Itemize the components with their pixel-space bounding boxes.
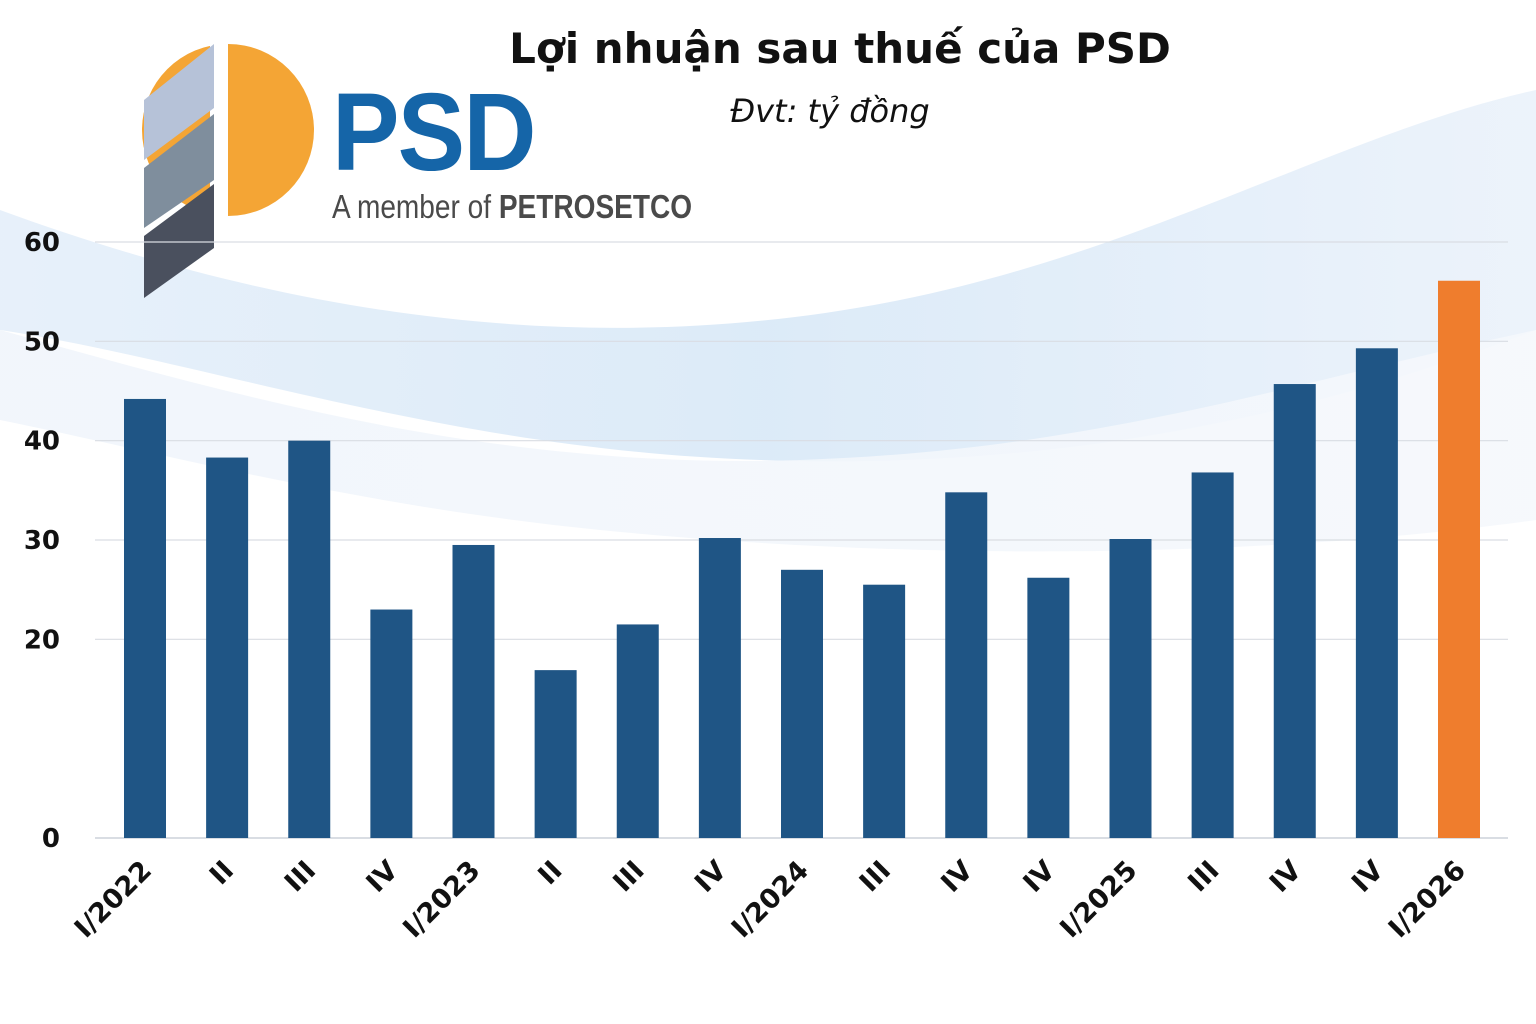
bar [370, 609, 413, 838]
logo-wordmark: PSD [332, 71, 536, 194]
x-tick-label: I/2023 [397, 855, 486, 944]
chart-title: Lợi nhuận sau thuế của PSD [509, 24, 1171, 73]
x-tick-label: IV [689, 855, 733, 899]
chart-subtitle: Đvt: tỷ đồng [730, 92, 930, 130]
bar [698, 538, 741, 838]
y-tick-label: 30 [24, 526, 60, 556]
y-tick-label: 20 [24, 625, 60, 655]
bar [863, 584, 906, 838]
y-tick-label: 60 [24, 228, 60, 258]
logo-tagline: A member of PETROSETCO [332, 190, 692, 223]
psd-logo-mark [142, 40, 314, 298]
y-axis-ticks: 0 20 30 40 50 60 [24, 228, 60, 854]
x-tick-label: I/2025 [1054, 855, 1143, 944]
bar [124, 398, 166, 838]
x-tick-label: IV [1264, 855, 1308, 899]
x-tick-label: IV [1018, 855, 1062, 899]
bar [781, 569, 823, 838]
x-tick-label: III [607, 855, 650, 898]
bar [945, 492, 988, 838]
x-axis-ticks: I/2022 II III IVI/2023 II III IVI/2024 III IV IVI… [69, 855, 1472, 944]
x-tick-label: III [279, 855, 322, 898]
y-tick-label: 0 [42, 824, 60, 854]
bar [534, 670, 577, 838]
x-tick-label: IV [935, 855, 979, 899]
x-tick-label: III [854, 855, 897, 898]
y-tick-label: 50 [24, 327, 60, 357]
logo-tagline-prefix: A member of [332, 188, 492, 225]
bar-highlight [1438, 280, 1480, 838]
bar [1027, 577, 1070, 838]
x-tick-label: IV [1346, 855, 1390, 899]
x-tick-label: II [204, 855, 240, 891]
y-tick-label: 40 [24, 427, 60, 457]
bar [1191, 472, 1234, 838]
x-tick-label: III [1182, 855, 1225, 898]
x-tick-label: I/2026 [1383, 855, 1472, 944]
x-tick-label: II [532, 855, 568, 891]
psd-logo: PSD A member of PETROSETCO [140, 40, 692, 305]
bar [452, 544, 495, 838]
logo-tagline-company: PETROSETCO [498, 188, 693, 225]
bars [124, 280, 1480, 838]
bar [206, 457, 249, 838]
bar [288, 440, 331, 838]
bar [1109, 539, 1152, 838]
x-tick-label: IV [361, 855, 405, 899]
x-tick-label: I/2022 [69, 855, 158, 944]
bar [1273, 384, 1316, 838]
bar [1355, 348, 1398, 838]
x-tick-label: I/2024 [726, 855, 815, 944]
bar [616, 624, 659, 838]
